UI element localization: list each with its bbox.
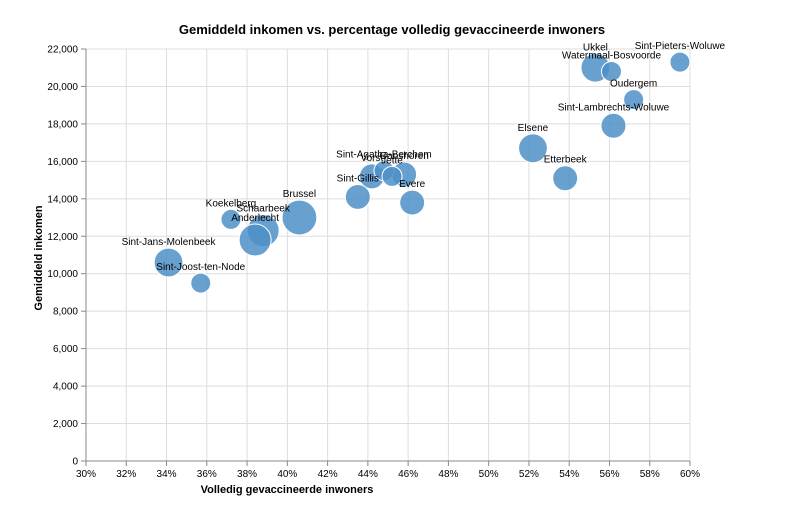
y-tick-label: 12,000 <box>47 232 78 243</box>
data-point[interactable] <box>399 189 426 216</box>
x-tick-label: 58% <box>640 469 660 480</box>
x-tick-label: 42% <box>318 469 338 480</box>
x-tick-label: 32% <box>116 469 136 480</box>
data-label: Schaarbeek <box>236 204 290 215</box>
data-point[interactable] <box>381 165 403 187</box>
data-point[interactable] <box>220 208 242 230</box>
data-point[interactable] <box>669 51 691 73</box>
x-tick-label: 56% <box>599 469 619 480</box>
data-label: Sint-Joost-ten-Node <box>156 262 245 273</box>
data-label: Ukkel <box>583 42 608 53</box>
x-tick-label: 50% <box>479 469 499 480</box>
x-tick-label: 46% <box>398 469 418 480</box>
x-tick-label: 48% <box>438 469 458 480</box>
x-tick-label: 44% <box>358 469 378 480</box>
y-tick-label: 18,000 <box>47 119 78 130</box>
data-label: Sint-Jans-Molenbeek <box>122 237 217 248</box>
y-tick-label: 0 <box>72 457 78 468</box>
x-tick-label: 36% <box>197 469 217 480</box>
data-point[interactable] <box>238 223 272 257</box>
data-label: Sint-Pieters-Woluwe <box>635 41 726 52</box>
data-label: Anderlecht <box>231 213 279 224</box>
data-label: Elsene <box>518 123 549 134</box>
x-tick-label: 54% <box>559 469 579 480</box>
data-point[interactable] <box>552 165 579 192</box>
y-tick-label: 16,000 <box>47 157 78 168</box>
data-point[interactable] <box>600 60 622 82</box>
y-tick-label: 2,000 <box>53 419 78 430</box>
axes: 30% 32% 34% 36% 38% 40% 42% 44% 46% 48% 50% 52% 54% 5… <box>47 45 700 481</box>
chart-title: Gemiddeld inkomen vs. percentage volledi… <box>179 22 605 37</box>
y-tick-label: 6,000 <box>53 344 78 355</box>
y-tick-label: 4,000 <box>53 382 78 393</box>
data-point[interactable] <box>153 247 184 278</box>
y-axis-title: Gemiddeld inkomen <box>33 205 45 310</box>
data-point[interactable] <box>623 89 645 111</box>
data-label: Vorst <box>360 153 383 164</box>
y-tick-label: 20,000 <box>47 82 78 93</box>
x-tick-label: 38% <box>237 469 257 480</box>
data-point[interactable] <box>344 183 371 210</box>
data-label: Evere <box>399 179 426 190</box>
data-point[interactable] <box>518 133 548 164</box>
data-point[interactable] <box>281 199 318 236</box>
data-label: Oudergem <box>610 79 657 90</box>
y-tick-label: 10,000 <box>47 269 78 280</box>
x-axis-title: Volledig gevaccineerde inwoners <box>201 484 374 496</box>
data-point[interactable] <box>600 112 627 139</box>
data-label: Etterbeek <box>544 155 588 166</box>
x-tick-label: 60% <box>680 469 700 480</box>
y-tick-label: 22,000 <box>47 45 78 56</box>
x-tick-label: 30% <box>76 469 96 480</box>
data-labels: Sint-Jans-Molenbeek Sint-Joost-ten-Node Ko… <box>122 41 726 273</box>
data-label: Sint-Agatha-Berchem <box>336 150 432 161</box>
data-label: Brussel <box>283 189 316 200</box>
data-label: Jette <box>381 155 403 166</box>
data-point[interactable] <box>190 272 212 294</box>
data-points <box>153 51 691 294</box>
data-label: Sint-Lambrechts-Woluwe <box>558 102 670 113</box>
y-tick-label: 8,000 <box>53 307 78 318</box>
x-tick-label: 34% <box>157 469 177 480</box>
data-label: Ganshoren <box>379 151 428 162</box>
x-tick-label: 40% <box>277 469 297 480</box>
x-tick-label: 52% <box>519 469 539 480</box>
data-label: Koekelberg <box>206 198 257 209</box>
data-label: Watermaal-Bosvoorde <box>562 50 662 61</box>
data-label: Sint-Gillis <box>337 173 379 184</box>
y-tick-label: 14,000 <box>47 194 78 205</box>
